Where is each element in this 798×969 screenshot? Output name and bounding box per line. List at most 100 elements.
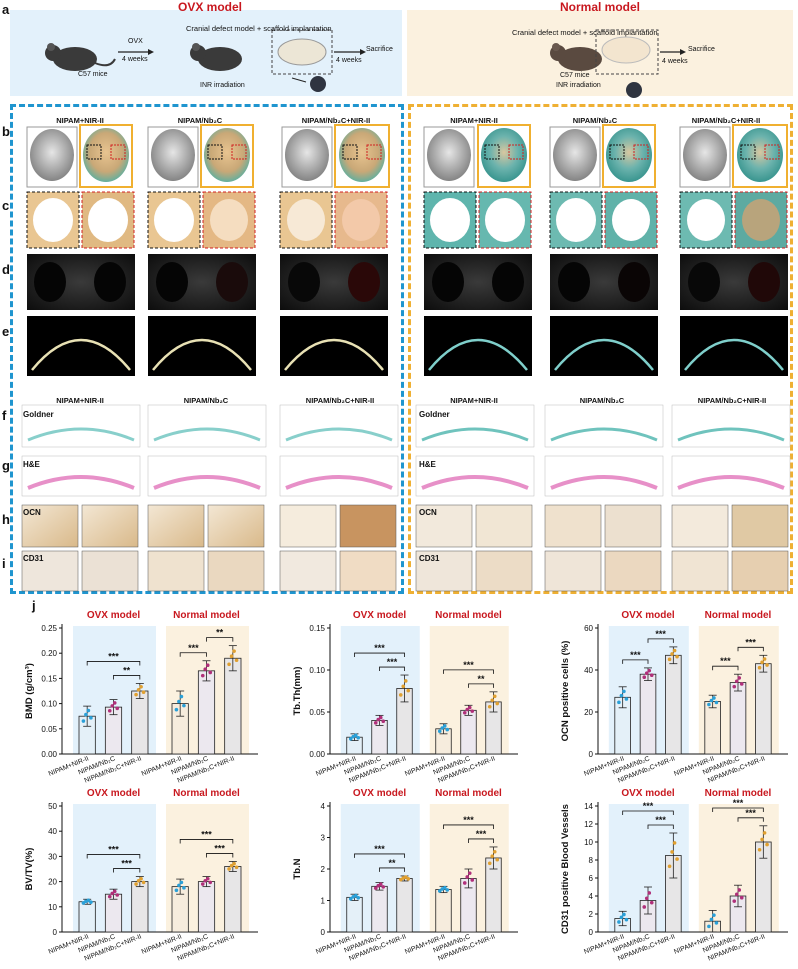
row-label-j: j — [32, 598, 36, 613]
group-label-normal: Normal model — [435, 610, 502, 621]
chart-2: OVX model Normal model 0 20 40 60 OCN positive… — [560, 610, 788, 785]
group-label-normal: Normal model — [705, 610, 772, 621]
data-point — [107, 708, 112, 713]
group-label-ovx: OVX model — [353, 788, 407, 799]
significance-bracket — [86, 854, 141, 859]
bar — [396, 878, 413, 933]
data-point — [86, 898, 91, 903]
significance-label: *** — [188, 643, 199, 653]
significance-bracket — [647, 638, 674, 643]
data-point — [739, 895, 744, 900]
y-tick-label: 1 — [321, 897, 326, 906]
data-point — [465, 875, 470, 879]
data-point — [373, 886, 378, 890]
data-point — [232, 649, 236, 653]
ovx-weeks2-label: 4 weeks — [336, 57, 362, 64]
data-point — [139, 876, 143, 881]
ovx-title-1: NIPAM+NIR-II — [56, 116, 104, 125]
y-tick-label: 0 — [321, 928, 326, 937]
group-label-ovx: OVX model — [621, 788, 675, 799]
y-axis-label: BV/TV(%) — [24, 848, 35, 891]
ovx-sacrifice-label: Sacrifice — [366, 46, 393, 53]
chart-5: OVX model Normal model 0 2 4 6 8 10 12 14 CD31 pos… — [560, 788, 788, 963]
normal-implant-label: Cranial defect model + scaffold implanta… — [512, 28, 658, 37]
y-tick-label: 20 — [584, 708, 593, 717]
bar — [435, 889, 452, 933]
data-point — [81, 719, 86, 723]
y-tick-label: 4 — [589, 892, 594, 901]
significance-bracket — [86, 661, 141, 666]
data-point — [644, 896, 649, 901]
y-tick-label: 0.10 — [309, 666, 325, 675]
significance-bracket — [443, 669, 494, 674]
data-point — [442, 885, 447, 890]
data-point — [737, 676, 742, 680]
data-point — [356, 896, 361, 900]
data-point — [381, 885, 386, 889]
y-tick-label: 30 — [48, 852, 57, 861]
significance-label: *** — [374, 844, 385, 854]
significance-label: *** — [745, 637, 756, 647]
significance-bracket — [206, 637, 234, 642]
data-point — [86, 708, 91, 713]
data-point — [487, 861, 492, 866]
data-point — [134, 882, 138, 886]
data-point — [709, 917, 714, 922]
stain-label-he-normal: H&E — [419, 460, 436, 469]
data-point — [348, 737, 353, 741]
significance-label: *** — [108, 845, 119, 855]
data-point — [617, 920, 621, 924]
y-tick-label: 8 — [589, 856, 594, 865]
y-tick-label: 12 — [584, 820, 593, 829]
ovx-title-f2: NIPAM/Nb₂C — [183, 396, 229, 405]
significance-label: *** — [463, 660, 474, 670]
normal-title-f1: NIPAM+NIR-II — [450, 396, 498, 405]
data-point — [732, 684, 737, 689]
data-point — [174, 707, 179, 712]
data-point — [182, 886, 186, 890]
data-point — [234, 865, 239, 870]
data-point — [649, 673, 654, 678]
significance-bracket — [468, 683, 494, 688]
stain-label-goldner-normal: Goldner — [419, 410, 450, 419]
data-point — [179, 694, 184, 699]
bar — [197, 881, 216, 933]
data-point — [398, 693, 403, 697]
y-tick-label: 3 — [321, 834, 326, 843]
bar — [755, 663, 772, 755]
mouse-icon — [45, 43, 116, 71]
data-point — [707, 702, 711, 707]
bar — [131, 690, 149, 755]
y-tick-label: 10 — [584, 838, 593, 847]
y-tick-label: 40 — [584, 666, 593, 675]
data-point — [490, 854, 495, 859]
data-point — [672, 841, 677, 845]
stain-label-he: H&E — [23, 460, 40, 469]
significance-bracket — [379, 867, 405, 872]
ovx-mice-label: C57 mice — [78, 71, 108, 78]
normal-mice-label: C57 mice — [560, 72, 590, 79]
y-tick-label: 0.10 — [41, 700, 57, 709]
y-tick-label: 10 — [48, 903, 57, 912]
micrograph-grid — [21, 124, 791, 592]
normal-title-2: NIPAM/Nb₂C — [572, 116, 618, 125]
significance-bracket — [179, 839, 234, 844]
y-tick-label: 2 — [321, 865, 326, 874]
bar — [729, 682, 747, 755]
data-point — [624, 917, 629, 922]
row-label-i: i — [2, 556, 6, 571]
data-point — [714, 921, 719, 925]
group-label-ovx: OVX model — [87, 610, 141, 621]
data-point — [378, 882, 383, 887]
data-point — [401, 684, 406, 689]
bar — [639, 673, 657, 755]
bar — [104, 893, 123, 933]
normal-title-f2: NIPAM/Nb₂C — [579, 396, 625, 405]
y-tick-label: 50 — [48, 802, 57, 811]
data-point — [642, 675, 647, 680]
significance-label: ** — [123, 665, 131, 675]
data-point — [622, 912, 626, 917]
y-axis-label: Tb.Th(mm) — [292, 666, 303, 715]
significance-label: *** — [463, 815, 474, 825]
data-point — [467, 871, 472, 875]
